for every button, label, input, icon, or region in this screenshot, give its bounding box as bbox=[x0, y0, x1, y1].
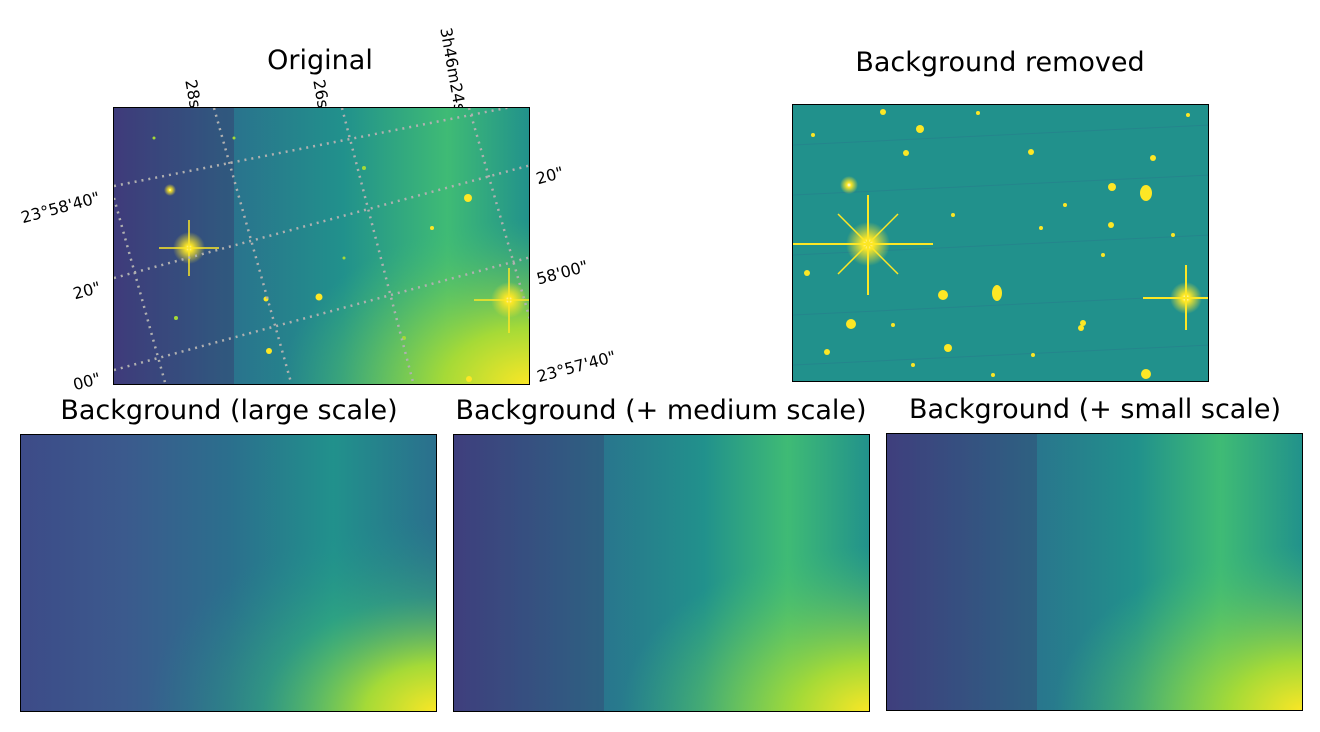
background-medium-title: Background (+ medium scale) bbox=[455, 395, 867, 426]
background-small-image bbox=[887, 434, 1302, 710]
dec-tick-right-1: 20" bbox=[534, 162, 566, 189]
ra-tick-26s: 26s bbox=[309, 78, 333, 110]
dec-tick-right-3: 23°57'40" bbox=[534, 346, 618, 387]
dec-tick-left-3: 00" bbox=[71, 368, 103, 395]
original-image bbox=[114, 108, 529, 384]
background-medium-panel bbox=[453, 434, 870, 712]
ra-tick-24s: 3h46m24s bbox=[436, 26, 470, 113]
original-stars bbox=[152, 136, 529, 382]
background-removed-image bbox=[793, 105, 1208, 381]
original-image-panel bbox=[113, 107, 530, 385]
residual-sources bbox=[793, 109, 1208, 379]
background-removed-title: Background removed bbox=[855, 47, 1145, 78]
background-large-panel bbox=[20, 434, 437, 712]
background-removed-panel bbox=[792, 104, 1209, 382]
dec-tick-left-1: 23°58'40" bbox=[18, 187, 102, 228]
coordinate-grid bbox=[114, 108, 529, 384]
original-title: Original bbox=[267, 45, 373, 76]
ra-tick-28s: 28s bbox=[181, 78, 205, 110]
dec-tick-left-2: 20" bbox=[71, 277, 103, 304]
background-medium-image bbox=[454, 435, 869, 711]
background-small-panel bbox=[886, 433, 1303, 711]
dec-tick-right-2: 58'00" bbox=[534, 256, 591, 289]
background-large-title: Background (large scale) bbox=[60, 395, 398, 426]
background-large-image bbox=[21, 435, 436, 711]
background-small-title: Background (+ small scale) bbox=[908, 394, 1281, 425]
